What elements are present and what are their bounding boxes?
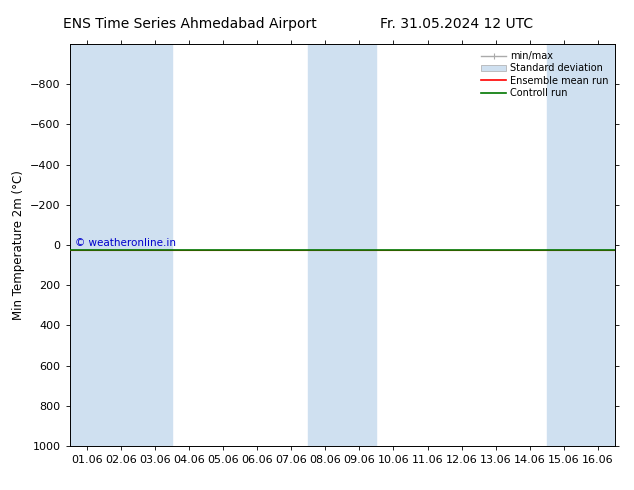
Bar [547,44,615,446]
Bar [70,44,172,446]
Text: ENS Time Series Ahmedabad Airport: ENS Time Series Ahmedabad Airport [63,17,317,31]
Text: © weatheronline.in: © weatheronline.in [75,238,176,248]
Bar [308,44,377,446]
Text: Fr. 31.05.2024 12 UTC: Fr. 31.05.2024 12 UTC [380,17,533,31]
Legend: min/max, Standard deviation, Ensemble mean run, Controll run: min/max, Standard deviation, Ensemble me… [479,49,610,100]
Y-axis label: Min Temperature 2m (°C): Min Temperature 2m (°C) [11,170,25,320]
